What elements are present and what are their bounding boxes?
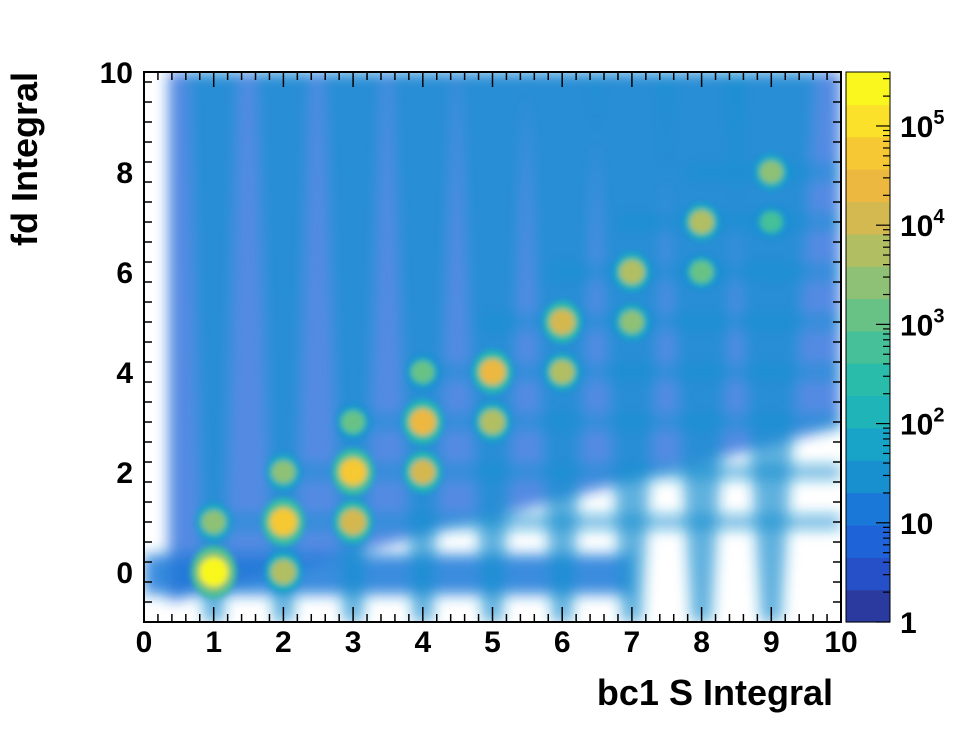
density-row-3 — [339, 414, 841, 430]
peak-point — [544, 352, 581, 392]
density-row-5 — [478, 314, 841, 330]
x-tick-label: 2 — [275, 626, 292, 659]
x-tick-label: 7 — [624, 626, 641, 659]
peak-point — [190, 545, 237, 599]
x-tick-label: 1 — [205, 626, 222, 659]
peak-point — [474, 401, 511, 443]
y-tick-label: 2 — [116, 457, 133, 490]
peak-point — [333, 500, 373, 544]
x-axis-label: bc1 S Integral — [597, 672, 833, 713]
peak-point — [196, 503, 232, 541]
colorbar-segment — [846, 427, 890, 461]
peak-point — [613, 251, 651, 293]
peak-point — [683, 202, 720, 242]
density-column-4 — [390, 72, 455, 622]
peak-point — [614, 303, 650, 341]
x-tick-label: 0 — [136, 626, 153, 659]
density-row-4 — [408, 364, 841, 380]
x-tick-label: 8 — [693, 626, 710, 659]
peak-point — [542, 300, 582, 344]
colorbar-tick-label: 103 — [900, 305, 945, 342]
colorbar-segment — [846, 104, 890, 138]
colorbar-segment — [846, 266, 890, 300]
y-axis: 0 2 4 6 8 10 — [100, 57, 841, 623]
colorbar-axis: 1 10 102 103 104 105 — [876, 78, 945, 640]
colorbar-tick-label: 1 — [900, 607, 917, 640]
peak-point — [332, 448, 375, 496]
x-tick-label: 9 — [763, 626, 780, 659]
x-axis: 0 1 2 3 4 5 6 7 8 9 10 — [136, 72, 858, 659]
colorbar-tick-label: 104 — [900, 206, 945, 243]
colorbar-segment — [846, 201, 890, 235]
peak-point — [262, 497, 305, 547]
colorbar-segment — [846, 524, 890, 558]
colorbar-segment — [846, 492, 890, 526]
density-row-7 — [617, 214, 841, 230]
peak-point — [402, 399, 444, 445]
colorbar-segment — [846, 589, 890, 623]
colorbar-tick-label: 105 — [900, 107, 945, 144]
density-column-5 — [458, 72, 527, 622]
colorbar-segment — [846, 169, 890, 203]
peak-point — [406, 354, 440, 390]
colorbar-segment — [846, 233, 890, 267]
peak-layer — [190, 153, 789, 599]
y-tick-label: 6 — [116, 257, 133, 290]
x-tick-label: 6 — [554, 626, 571, 659]
density-column-1 — [189, 72, 239, 622]
peak-point — [685, 254, 719, 290]
x-tick-label: 10 — [824, 626, 857, 659]
colorbar-segment — [846, 557, 890, 591]
colorbar-tick-label: 10 — [900, 508, 933, 541]
y-tick-label: 0 — [116, 557, 133, 590]
colorbar — [845, 71, 891, 623]
x-tick-label: 3 — [345, 626, 362, 659]
peak-point — [264, 551, 303, 593]
density-column-9 — [726, 72, 816, 622]
colorbar-segment — [846, 136, 890, 170]
peak-point — [266, 453, 301, 491]
x-tick-label: 5 — [484, 626, 501, 659]
x-tick-label: 4 — [414, 626, 431, 659]
density-column-8 — [659, 72, 744, 622]
peak-point — [403, 451, 442, 493]
colorbar-segment — [846, 298, 890, 332]
colorbar-segment — [846, 330, 890, 364]
density-column-2 — [256, 72, 311, 622]
colorbar-segment — [846, 72, 890, 105]
peak-point — [336, 404, 370, 440]
peak-point — [472, 349, 513, 395]
y-tick-label: 8 — [116, 157, 133, 190]
colorbar-segment — [846, 363, 890, 397]
y-tick-label: 4 — [116, 357, 133, 390]
colorbar-tick-label: 102 — [900, 405, 945, 442]
peak-point — [754, 153, 789, 191]
y-axis-label: fd Integral — [4, 72, 45, 246]
y-tick-label: 10 — [100, 57, 133, 90]
density-column-6 — [525, 72, 600, 622]
colorbar-segment — [846, 460, 890, 494]
density-column-7 — [592, 72, 672, 622]
colorbar-frame — [845, 71, 891, 623]
peak-point — [755, 205, 788, 239]
